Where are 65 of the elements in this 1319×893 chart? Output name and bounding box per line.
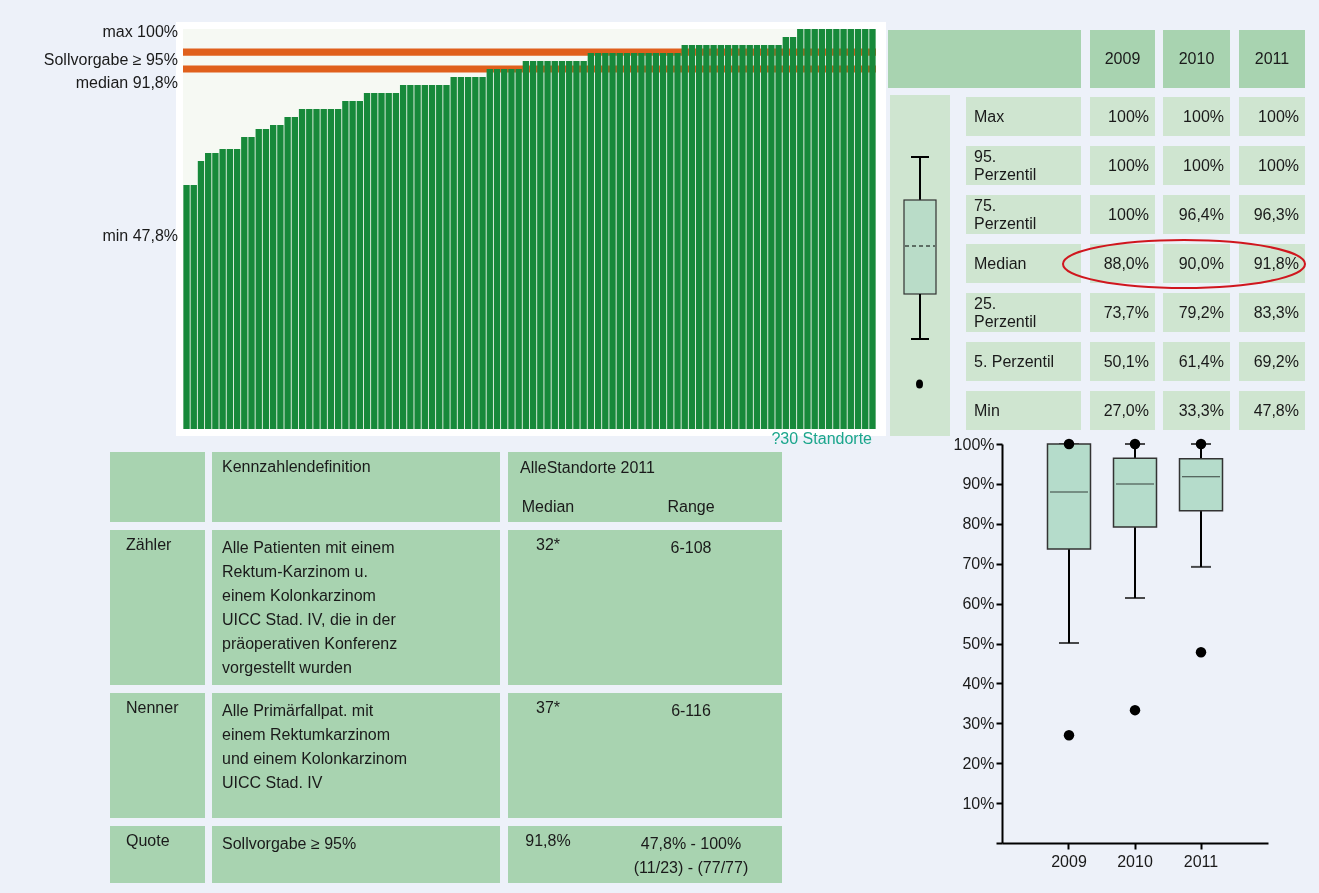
- text: 47,8% - 100% (11/23) - (77/77): [632, 834, 750, 878]
- text: 73,7%: [1090, 293, 1155, 332]
- y-tick-label: 70%: [962, 555, 995, 573]
- y-tick-label: 30%: [962, 714, 995, 732]
- text: 33,3%: [1163, 391, 1230, 430]
- text: median 91,8%: [74, 74, 178, 92]
- y-tick-label: 100%: [953, 435, 995, 453]
- text: 100%: [1163, 146, 1230, 185]
- text: Sollvorgabe ≥ 95%: [42, 51, 178, 69]
- text: 37*: [535, 699, 561, 717]
- y-tick-label: 10%: [962, 794, 995, 812]
- text: 100%: [1239, 97, 1305, 136]
- text: 79,2%: [1163, 293, 1230, 332]
- text: Min: [966, 391, 1081, 430]
- category-label: 2009: [1090, 30, 1155, 88]
- category-label: 2011: [1239, 30, 1305, 88]
- text: Zähler: [110, 530, 205, 685]
- text: max 100%: [101, 23, 178, 41]
- text: min 47,8%: [101, 227, 178, 245]
- text: 95. Perzentil: [966, 146, 1081, 185]
- text: 61,4%: [1163, 342, 1230, 381]
- text: Sollvorgabe ≥ 95%: [212, 826, 500, 883]
- x-tick-label: 2010: [1117, 852, 1153, 870]
- text: Median: [966, 244, 1081, 283]
- category-label: Median: [520, 498, 576, 516]
- text: 5. Perzentil: [966, 342, 1081, 381]
- text: 100%: [1163, 97, 1230, 136]
- text: Alle Primärfallpat. mit einem Rektumkarzinom und einem Kolonkarzinom UICC Stad. IV: [212, 693, 500, 818]
- y-tick-label: 20%: [962, 754, 995, 772]
- text: 91,8%: [524, 832, 572, 850]
- category-label: Kennzahlendefinition: [212, 452, 500, 522]
- text: 50,1%: [1090, 342, 1155, 381]
- y-tick-label: 40%: [962, 674, 995, 692]
- x-tick-label: 2009: [1051, 852, 1087, 870]
- text: AlleStandorte 2011: [519, 459, 656, 477]
- text: ?30 Standorte: [770, 430, 872, 448]
- y-tick-label: 90%: [962, 475, 995, 493]
- text: 6-116: [670, 701, 712, 721]
- text: 83,3%: [1239, 293, 1305, 332]
- text: 90,0%: [1163, 244, 1230, 283]
- y-tick-label: 50%: [962, 635, 995, 652]
- text: 91,8%: [1239, 244, 1305, 283]
- y-tick-label: 80%: [962, 515, 995, 533]
- text: 69,2%: [1239, 342, 1305, 381]
- text: 27,0%: [1090, 391, 1155, 430]
- text: 96,4%: [1163, 195, 1230, 234]
- text: Max: [966, 97, 1081, 136]
- text: 6-108: [669, 538, 713, 558]
- text: 32*: [535, 536, 561, 554]
- text: 75. Perzentil: [966, 195, 1081, 234]
- x-tick-label: 2011: [1183, 852, 1219, 870]
- text: Quote: [110, 826, 205, 883]
- text: 100%: [1090, 97, 1155, 136]
- text: 96,3%: [1239, 195, 1305, 234]
- category-label: Range: [666, 498, 716, 516]
- text: 100%: [1090, 195, 1155, 234]
- text: 100%: [1090, 146, 1155, 185]
- text: 88,0%: [1090, 244, 1155, 283]
- text: 25. Perzentil: [966, 293, 1081, 332]
- category-label: 2010: [1163, 30, 1230, 88]
- y-tick-label: 60%: [962, 595, 995, 613]
- text: 47,8%: [1239, 391, 1305, 430]
- text: Nenner: [110, 693, 205, 818]
- text: Alle Patienten mit einem Rektum-Karzinom u. einem Kolonkarzinom UICC Stad. IV, die in der präoperativen Konferenz vorgestellt wurden: [212, 530, 500, 685]
- text: 100%: [1239, 146, 1305, 185]
